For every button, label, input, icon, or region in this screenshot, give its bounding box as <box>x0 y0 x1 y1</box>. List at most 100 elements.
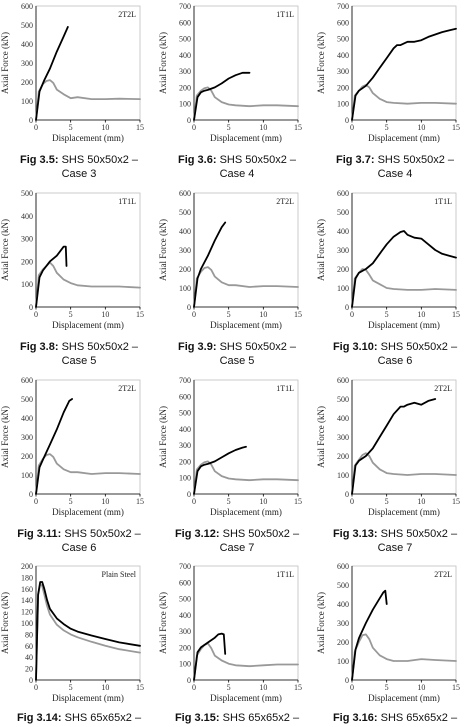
specimen-label: 1T1L <box>118 197 136 206</box>
x-tick-label: 15 <box>136 683 144 692</box>
x-axis-label: Displacement (mm) <box>210 133 282 143</box>
x-tick-label: 0 <box>350 683 354 692</box>
y-tick-label: 500 <box>337 395 349 404</box>
y-tick-label: 400 <box>21 40 33 49</box>
y-tick-label: 20 <box>25 665 33 674</box>
plot-frame <box>35 565 141 681</box>
y-axis-label: Axial Force (kN) <box>158 219 168 281</box>
y-tick-label: 400 <box>21 414 33 423</box>
y-tick-label: 0 <box>29 116 33 125</box>
series-line-grey <box>351 633 457 681</box>
line-chart: 0 100 200 300 400 500 600 0 5 10 15 Displacement (m… <box>316 562 460 703</box>
y-tick-label: 0 <box>187 303 191 312</box>
x-tick-label: 0 <box>350 123 354 132</box>
x-tick-label: 15 <box>452 683 460 692</box>
series-line-grey <box>351 268 457 308</box>
figure-caption: Fig 3.5: SHS 50x50x2 – Case 3 <box>4 153 154 181</box>
x-axis-label: Displacement (mm) <box>210 507 282 517</box>
series-line-grey <box>351 84 457 121</box>
caption-fig-number: Fig 3.10: <box>332 341 378 353</box>
x-tick-label: 10 <box>417 497 425 506</box>
line-chart: 0 100 200 300 400 500 600 0 5 10 15 Displacement (m… <box>316 189 460 330</box>
caption-line2: Case 6 <box>61 542 97 554</box>
x-tick-label: 5 <box>69 310 73 319</box>
series-line-black <box>351 589 388 681</box>
y-tick-label: 200 <box>337 265 349 274</box>
plot-frame <box>35 379 141 495</box>
series-line-grey <box>193 266 299 308</box>
x-tick-label: 5 <box>385 123 389 132</box>
y-tick-label: 300 <box>21 433 33 442</box>
y-tick-label: 500 <box>337 208 349 217</box>
y-tick-label: 200 <box>21 257 33 266</box>
specimen-label: 2T2L <box>434 384 452 393</box>
y-tick-label: 700 <box>179 562 191 571</box>
series-line-grey <box>351 452 457 495</box>
figure-caption: Fig 3.6: SHS 50x50x2 – Case 4 <box>162 153 312 181</box>
caption-fig-number: Fig 3.14: <box>16 712 62 724</box>
y-tick-label: 200 <box>179 457 191 466</box>
series-line-grey <box>35 583 141 681</box>
chart-panel: 0 100 200 300 400 500 600 0 5 10 15 Displacement (m… <box>0 374 158 524</box>
series-line-grey <box>193 642 299 681</box>
line-chart: 0 100 200 300 400 500 600 700 0 5 10 15 Displacement… <box>158 376 302 517</box>
y-tick-label: 0 <box>187 116 191 125</box>
caption-line1: SHS 50x50x2 – <box>61 341 138 353</box>
y-tick-label: 500 <box>337 35 349 44</box>
x-tick-label: 10 <box>417 123 425 132</box>
specimen-label: 1T1L <box>434 197 452 206</box>
y-tick-label: 400 <box>179 227 191 236</box>
y-axis-label: Axial Force (kN) <box>0 592 10 654</box>
x-axis-label: Displacement (mm) <box>368 507 440 517</box>
line-chart: 0 100 200 300 400 500 600 700 0 5 10 15 Displacement… <box>158 562 302 703</box>
caption-fig-number: Fig 3.11: <box>17 528 62 540</box>
x-tick-label: 0 <box>192 683 196 692</box>
chart-panel: 0 100 200 300 400 500 600 700 0 5 10 15 Displacement… <box>316 0 474 150</box>
x-tick-label: 0 <box>192 310 196 319</box>
x-tick-label: 10 <box>417 683 425 692</box>
x-tick-label: 10 <box>417 310 425 319</box>
y-tick-label: 600 <box>179 392 191 401</box>
y-tick-label: 500 <box>179 208 191 217</box>
figure-caption: Fig 3.16: SHS 65x65x2 – <box>320 711 470 725</box>
chart-panel: 0 100 200 300 400 500 600 0 5 10 15 Displacement (m… <box>158 187 316 337</box>
y-axis-label: Axial Force (kN) <box>0 32 10 94</box>
chart-panel: 0 100 200 300 400 500 600 700 0 5 10 15 Displacement… <box>158 374 316 524</box>
y-tick-label: 100 <box>21 471 33 480</box>
x-tick-label: 5 <box>385 497 389 506</box>
y-axis-label: Axial Force (kN) <box>0 219 10 281</box>
x-tick-label: 15 <box>294 123 302 132</box>
x-tick-label: 5 <box>227 683 231 692</box>
plot-frame <box>193 565 299 681</box>
y-tick-label: 500 <box>21 21 33 30</box>
caption-fig-number: Fig 3.8: <box>19 341 59 353</box>
y-axis-label: Axial Force (kN) <box>316 406 326 468</box>
y-tick-label: 200 <box>337 452 349 461</box>
x-tick-label: 0 <box>350 497 354 506</box>
caption-line2: Case 6 <box>377 355 413 367</box>
chart-panel: 0 100 200 300 400 500 0 5 10 15 Displacement (mm) A… <box>0 187 158 337</box>
y-tick-label: 100 <box>179 474 191 483</box>
caption-fig-number: Fig 3.9: <box>177 341 217 353</box>
y-tick-label: 700 <box>179 376 191 385</box>
y-tick-label: 400 <box>337 227 349 236</box>
specimen-label: 2T2L <box>118 384 136 393</box>
y-tick-label: 100 <box>21 97 33 106</box>
y-axis-label: Axial Force (kN) <box>316 32 326 94</box>
y-tick-label: 400 <box>179 425 191 434</box>
y-tick-label: 400 <box>337 414 349 423</box>
x-tick-label: 15 <box>294 683 302 692</box>
y-tick-label: 100 <box>337 471 349 480</box>
y-tick-label: 300 <box>179 246 191 255</box>
series-line-black <box>35 398 73 495</box>
y-axis-label: Axial Force (kN) <box>316 592 326 654</box>
x-tick-label: 15 <box>136 123 144 132</box>
series-line-black <box>351 27 457 121</box>
x-tick-label: 0 <box>34 497 38 506</box>
series-line-black <box>351 230 457 308</box>
caption-line1: SHS 65x65x2 – <box>64 712 142 724</box>
x-tick-label: 10 <box>259 310 267 319</box>
y-tick-label: 400 <box>21 212 33 221</box>
